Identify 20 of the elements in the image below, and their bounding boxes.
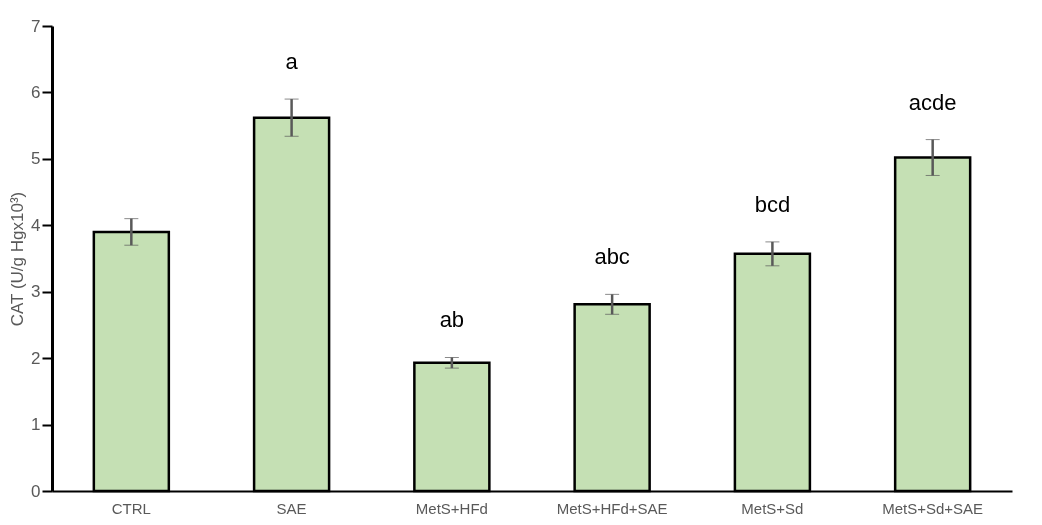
annotation: a	[285, 49, 299, 75]
annotation: bcd	[754, 191, 791, 217]
y-tick-label: 1	[31, 415, 41, 435]
annotation: abc	[594, 244, 630, 270]
y-tick-label: 3	[31, 282, 41, 302]
annotation: ab	[439, 307, 465, 333]
x-tick-label: MetS+HFd	[415, 499, 488, 517]
x-tick-label: MetS+Sd	[741, 499, 804, 517]
x-tick-label: MetS+HFd+SAE	[556, 499, 668, 517]
annotation: acde	[908, 89, 957, 115]
y-tick-label: 6	[31, 82, 41, 102]
y-tick-label: 5	[31, 149, 41, 169]
x-tick-label: MetS+Sd+SAE	[882, 499, 984, 517]
y-axis-title: CAT (U/g Hgx10³)	[8, 191, 28, 327]
x-tick-label: CTRL	[111, 499, 151, 517]
y-tick-label: 4	[31, 215, 41, 235]
y-tick-label: 2	[31, 348, 41, 368]
x-tick-label: SAE	[276, 499, 307, 517]
y-tick-label: 0	[31, 481, 41, 501]
y-tick-label: 7	[31, 16, 41, 36]
